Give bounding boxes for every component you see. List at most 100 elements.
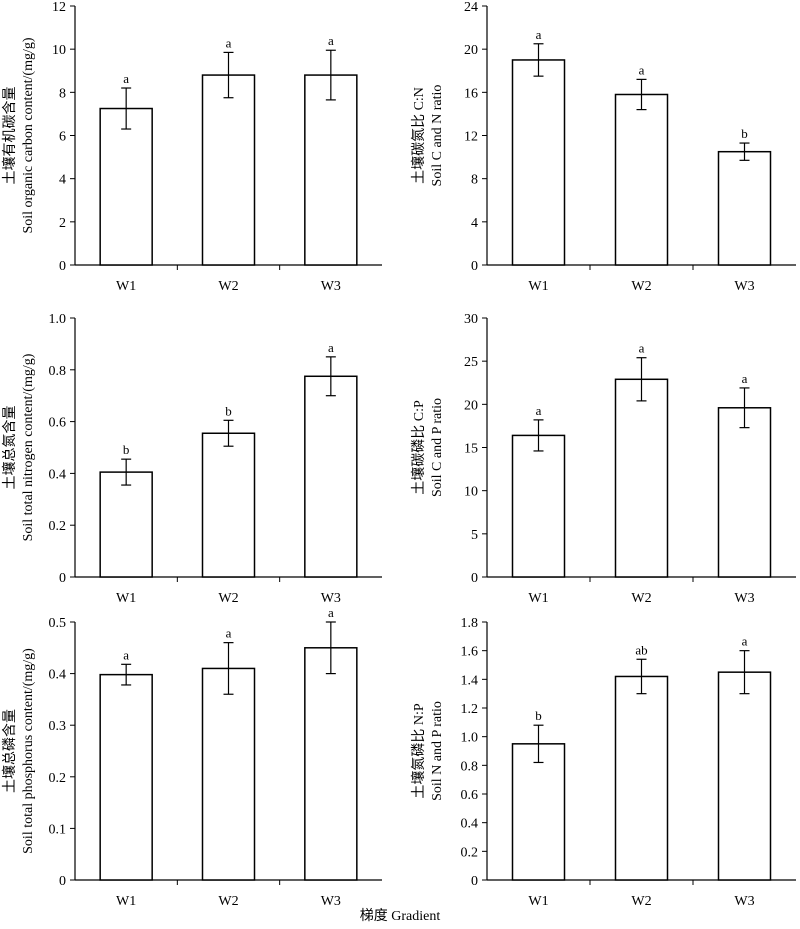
panel-4-y-tick-label: 15 — [464, 442, 478, 457]
panel-5-y-axis-title-cn: 土壤总磷含量 — [1, 709, 18, 793]
panel-3-significance-label: b — [225, 403, 232, 418]
panel-4-significance-label: a — [639, 341, 645, 356]
panel-2-y-tick-label: 16 — [464, 86, 478, 101]
panel-1-y-tick-label: 0 — [59, 259, 66, 274]
panel-6-significance-label: ab — [635, 642, 647, 657]
panel-2-x-tick-label: W3 — [734, 279, 754, 294]
panel-6-y-tick-label: 1.0 — [461, 731, 479, 746]
panel-3-y-tick-label: 0.4 — [49, 467, 67, 482]
panel-1-y-tick-label: 10 — [52, 43, 66, 58]
panel-5-x-tick-label: W1 — [116, 894, 136, 909]
panel-6-y-tick-label: 1.4 — [461, 673, 479, 688]
panel-4-y-tick-label: 25 — [464, 355, 478, 370]
panel-1-significance-label: a — [328, 33, 334, 48]
panel-3-y-tick-label: 1.0 — [49, 312, 67, 327]
panel-5-y-tick-label: 0.4 — [49, 668, 67, 683]
panel-3-significance-label: b — [123, 442, 130, 457]
panel-3-y-tick-label: 0.6 — [49, 416, 67, 431]
panel-2-x-tick-label: W1 — [528, 279, 548, 294]
panel-6-y-tick-label: 0 — [471, 874, 478, 889]
panel-2-y-tick-label: 8 — [471, 173, 478, 188]
panel-3-y-tick-label: 0.2 — [49, 519, 67, 534]
panel-2-y-axis-title-cn: 土壤碳氮比 C:N — [410, 87, 427, 184]
panel-3-bar — [304, 375, 358, 578]
panel-1-y-tick-label: 6 — [59, 130, 66, 145]
panel-5-bar — [304, 647, 358, 881]
panel-6-y-tick-label: 0.4 — [461, 817, 479, 832]
panel-1-y-axis-title-cn: 土壤有机碳含量 — [1, 87, 18, 185]
panel-4-bar — [717, 407, 772, 578]
panel-3-y-tick-label: 0.8 — [49, 364, 67, 379]
panel-6-y-tick-label: 0.2 — [461, 845, 479, 860]
panel-4-y-tick-label: 10 — [464, 485, 478, 500]
panel-4-bar — [511, 434, 566, 578]
panel-3-x-tick-label: W2 — [218, 591, 238, 606]
panel-2-y-tick-label: 20 — [464, 43, 478, 58]
panel-6-y-axis-title-en: Soil N and P ratio — [430, 701, 445, 801]
panel-2-y-tick-label: 12 — [464, 130, 478, 145]
panel-3-bar — [201, 432, 256, 578]
panel-2-y-axis-title-en: Soil C and N ratio — [430, 85, 445, 187]
panel-3-x-tick-label: W3 — [321, 591, 341, 606]
panel-4-y-axis-title-en: Soil C and P ratio — [430, 398, 445, 497]
panel-3-y-tick-label: 0 — [59, 571, 66, 586]
panel-5-y-tick-label: 0 — [59, 874, 66, 889]
panel-1-significance-label: a — [123, 71, 129, 86]
panel-3-x-tick-label: W1 — [116, 591, 136, 606]
panel-4-significance-label: a — [536, 403, 542, 418]
panel-2-significance-label: b — [741, 126, 748, 141]
panel-1-y-axis-title-en: Soil organic carbon content/(mg/g) — [21, 37, 36, 233]
panel-5-significance-label: a — [328, 605, 334, 620]
panel-1-x-tick-label: W1 — [116, 279, 136, 294]
panel-4-y-axis-title-cn: 土壤碳磷比 C:P — [410, 400, 427, 495]
panel-1-significance-label: a — [226, 35, 232, 50]
panel-2-y-tick-label: 24 — [464, 0, 478, 15]
panel-1-y-tick-label: 12 — [52, 0, 66, 15]
panel-4-x-tick-label: W2 — [631, 591, 651, 606]
panel-4-y-tick-label: 30 — [464, 312, 478, 327]
panel-2-significance-label: a — [536, 27, 542, 42]
panel-6-y-tick-label: 1.8 — [461, 616, 479, 631]
panel-2-x-tick-label: W2 — [631, 279, 651, 294]
panel-1-y-tick-label: 2 — [59, 216, 66, 231]
panel-6-y-axis-title-cn: 土壤氮磷比 N:P — [410, 703, 427, 798]
panel-4-y-tick-label: 20 — [464, 398, 478, 413]
panel-4-y-tick-label: 5 — [471, 528, 478, 543]
panel-5-x-tick-label: W2 — [218, 894, 238, 909]
panel-1-x-tick-label: W3 — [321, 279, 341, 294]
panel-5-y-axis-title-en: Soil total phosphorus content/(mg/g) — [21, 648, 36, 854]
panel-6-significance-label: b — [535, 708, 542, 723]
panel-5-significance-label: a — [123, 647, 129, 662]
panel-2-y-tick-label: 4 — [471, 216, 478, 231]
panel-3-y-axis-title-en: Soil total nitrogen content/(mg/g) — [21, 353, 36, 541]
panel-2-significance-label: a — [639, 62, 645, 77]
panel-1-bar — [304, 74, 358, 266]
panel-1-bar — [99, 107, 153, 266]
panel-5-bar — [201, 667, 256, 881]
panel-5-significance-label: a — [226, 626, 232, 641]
panel-5-y-tick-label: 0.3 — [49, 719, 67, 734]
panel-2-bar — [717, 150, 772, 266]
panel-6-x-tick-label: W1 — [528, 894, 548, 909]
panel-6-bar — [614, 675, 669, 881]
panel-6-bar — [511, 743, 566, 881]
panel-5-bar — [99, 673, 153, 881]
panel-1-x-tick-label: W2 — [218, 279, 238, 294]
x-axis-label: 梯度 Gradient — [359, 909, 441, 924]
panel-4-significance-label: a — [742, 371, 748, 386]
panel-2-bar — [614, 93, 669, 266]
panel-6-y-tick-label: 0.8 — [461, 759, 479, 774]
panel-6-y-tick-label: 1.2 — [461, 702, 479, 717]
panel-6-x-tick-label: W2 — [631, 894, 651, 909]
panel-2-y-tick-label: 0 — [471, 259, 478, 274]
panel-6-y-tick-label: 0.6 — [461, 788, 479, 803]
panel-5-x-tick-label: W3 — [321, 894, 341, 909]
panel-3-significance-label: a — [328, 340, 334, 355]
panel-3-y-axis-title-cn: 土壤总氮含量 — [1, 406, 18, 490]
panel-1-y-tick-label: 8 — [59, 86, 66, 101]
panel-1-y-tick-label: 4 — [59, 173, 66, 188]
panel-5-y-tick-label: 0.2 — [49, 771, 67, 786]
panel-2-bar — [511, 59, 566, 266]
panel-6-x-tick-label: W3 — [734, 894, 754, 909]
